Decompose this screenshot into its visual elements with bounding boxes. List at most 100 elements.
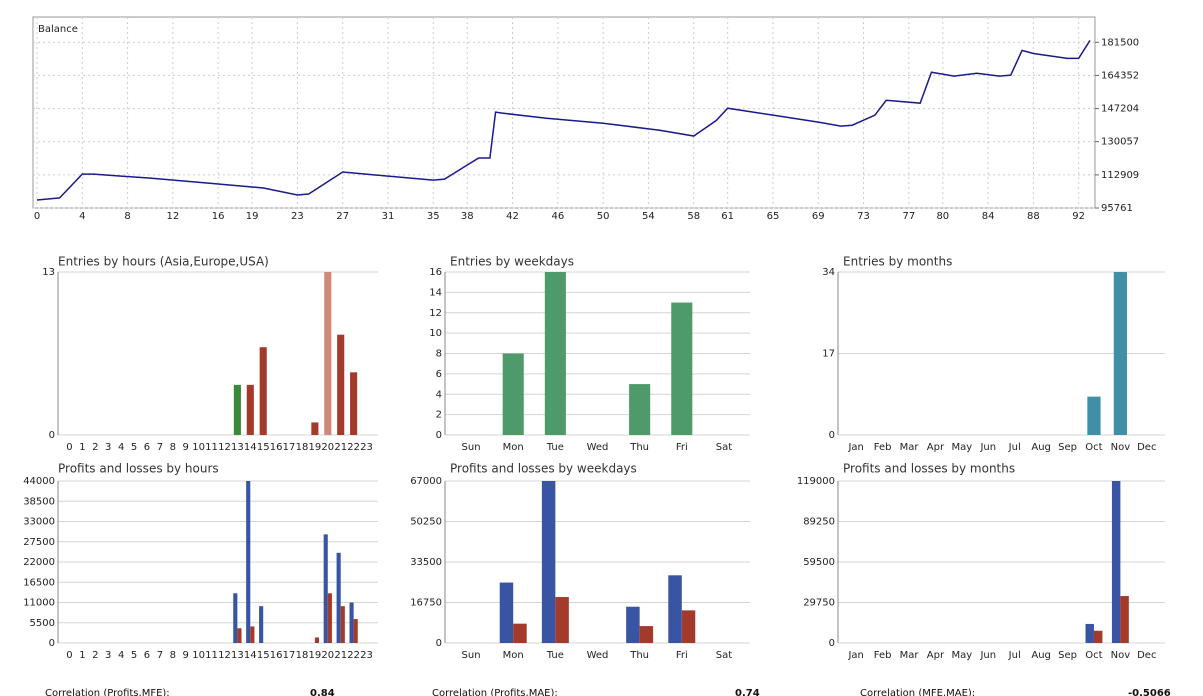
y-tick-label: 0 — [436, 638, 442, 649]
x-tick-label: 5 — [131, 650, 137, 661]
y-tick-label: 8 — [436, 349, 442, 360]
x-tick-label: 10 — [192, 442, 205, 453]
x-tick-label: 1 — [79, 442, 85, 453]
y-tick-label: 67000 — [410, 476, 442, 487]
x-tick-label: 22 — [347, 442, 360, 453]
y-tick-label: 12 — [429, 308, 442, 319]
x-tick-label: 65 — [767, 211, 780, 222]
y-tick-label: 59500 — [803, 557, 835, 568]
y-tick-label: 11000 — [23, 598, 55, 609]
plot-frame — [32, 16, 1096, 209]
x-tick-label: Jun — [979, 442, 996, 453]
y-tick-label: 112909 — [1101, 170, 1139, 181]
chart-title: Entries by months — [843, 255, 952, 269]
x-tick-label: Feb — [874, 442, 892, 453]
y-tick-label: 181500 — [1101, 37, 1139, 48]
bar — [502, 353, 524, 435]
y-tick-label: 0 — [829, 638, 835, 649]
y-tick-label: 5500 — [30, 618, 55, 629]
x-tick-label: Mar — [900, 442, 920, 453]
x-tick-label: 15 — [257, 442, 270, 453]
x-tick-label: 84 — [982, 211, 995, 222]
x-tick-label: 42 — [506, 211, 519, 222]
stat-label: Correlation (Profits,MFE): — [45, 688, 170, 696]
bar — [350, 372, 358, 435]
chart-title: Entries by hours (Asia,Europe,USA) — [58, 255, 269, 269]
x-tick-label: 13 — [231, 650, 244, 661]
y-tick-label: 4 — [436, 389, 442, 400]
bar — [541, 481, 556, 643]
stat-label: Correlation (MFE,MAE): — [860, 688, 975, 696]
x-tick-label: 21 — [334, 650, 347, 661]
x-tick-label: 13 — [231, 442, 244, 453]
bar — [323, 534, 328, 643]
stat-value: -0.5066 — [1128, 688, 1171, 696]
x-tick-label: Aug — [1031, 442, 1051, 453]
bar — [629, 384, 651, 435]
y-tick-label: 33000 — [23, 517, 55, 528]
x-tick-label: 80 — [936, 211, 949, 222]
bar — [250, 626, 255, 643]
x-tick-label: Wed — [587, 650, 609, 661]
bar — [626, 606, 640, 643]
bar — [237, 628, 242, 643]
x-tick-label: 4 — [118, 442, 124, 453]
bar — [314, 637, 320, 643]
x-tick-label: 4 — [79, 211, 85, 222]
y-tick-label: 0 — [829, 430, 835, 441]
x-tick-label: Oct — [1085, 650, 1102, 661]
x-tick-label: Sun — [462, 442, 481, 453]
x-tick-label: 2 — [92, 650, 98, 661]
bar — [353, 619, 358, 643]
bar — [1111, 481, 1121, 643]
y-tick-label: 44000 — [23, 476, 55, 487]
bar — [246, 384, 254, 435]
x-tick-label: Thu — [629, 650, 649, 661]
stat-value: 0.74 — [735, 688, 760, 696]
x-tick-label: 92 — [1072, 211, 1085, 222]
x-tick-label: 3 — [105, 442, 111, 453]
y-tick-label: 147204 — [1101, 104, 1139, 115]
bar — [555, 597, 569, 643]
y-tick-label: 89250 — [803, 517, 835, 528]
bar — [544, 272, 566, 435]
stat-value: 0.84 — [310, 688, 335, 696]
x-tick-label: 21 — [334, 442, 347, 453]
x-tick-label: Mar — [900, 650, 920, 661]
x-tick-label: Jun — [979, 650, 996, 661]
x-tick-label: Jan — [847, 442, 863, 453]
x-tick-label: 11 — [205, 442, 218, 453]
x-tick-label: 7 — [157, 650, 163, 661]
x-tick-label: 16 — [270, 650, 283, 661]
x-tick-label: Thu — [629, 442, 649, 453]
x-tick-label: Apr — [927, 650, 945, 661]
bar — [1113, 272, 1127, 435]
y-tick-label: 14 — [429, 287, 442, 298]
x-tick-label: 0 — [34, 211, 40, 222]
x-tick-label: 38 — [461, 211, 474, 222]
bar — [246, 481, 251, 643]
x-tick-label: 19 — [309, 650, 322, 661]
x-tick-label: 77 — [902, 211, 915, 222]
x-tick-label: 22 — [347, 650, 360, 661]
x-tick-label: 23 — [291, 211, 304, 222]
x-tick-label: 0 — [66, 650, 72, 661]
chart-title: Entries by weekdays — [450, 255, 574, 269]
x-tick-label: 50 — [597, 211, 610, 222]
x-tick-label: 16 — [270, 442, 283, 453]
x-tick-label: 31 — [382, 211, 395, 222]
bar — [639, 626, 654, 643]
x-tick-label: 23 — [360, 650, 373, 661]
balance-line — [36, 39, 1091, 201]
x-tick-label: 8 — [170, 442, 176, 453]
x-tick-label: 73 — [857, 211, 870, 222]
x-tick-label: 20 — [321, 442, 334, 453]
x-tick-label: Sat — [716, 442, 732, 453]
x-tick-label: May — [952, 650, 973, 661]
y-tick-label: 6 — [436, 369, 442, 380]
x-tick-label: 17 — [283, 650, 296, 661]
x-tick-label: 15 — [257, 650, 270, 661]
x-tick-label: 9 — [183, 650, 189, 661]
x-tick-label: 17 — [283, 442, 296, 453]
bar — [340, 606, 345, 643]
